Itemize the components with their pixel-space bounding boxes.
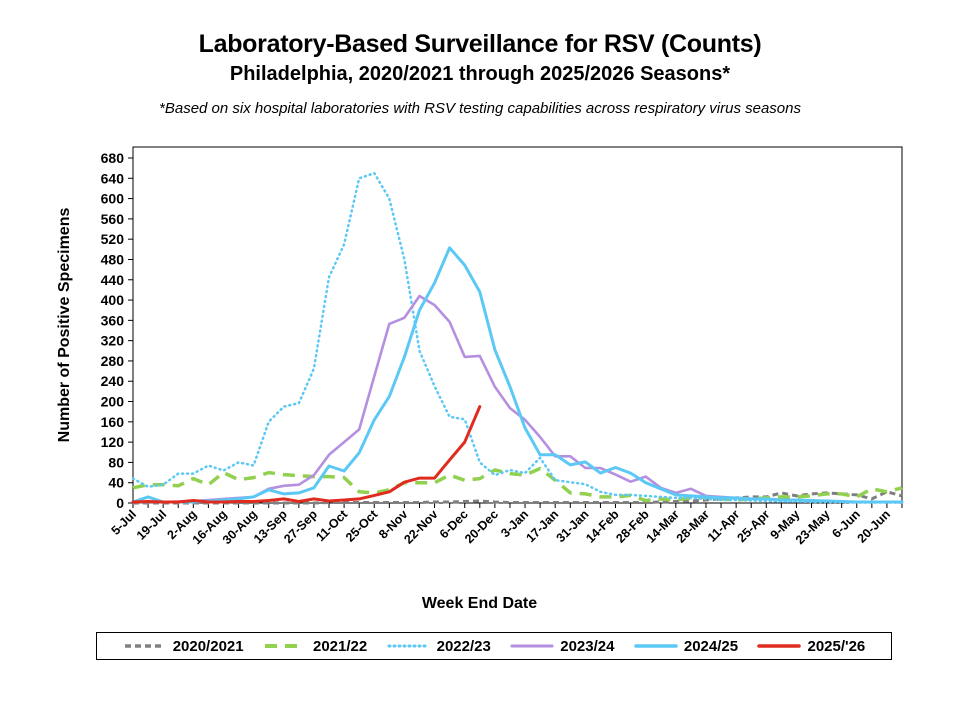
legend-swatch [634, 644, 678, 648]
series-line-2021-22 [132, 466, 903, 503]
y-tick-label: 120 [101, 434, 125, 450]
legend-item: 2024/25 [634, 638, 738, 655]
y-tick-label: 560 [101, 211, 125, 227]
x-tick-label: 28-Feb [613, 507, 652, 546]
legend-item: 2023/24 [510, 638, 614, 655]
legend-label: 2020/2021 [172, 637, 244, 655]
legend-label: 2021/22 [312, 637, 368, 655]
y-tick-label: 40 [108, 475, 124, 491]
legend-swatch [757, 644, 802, 648]
plot-area [132, 146, 903, 504]
y-tick-label: 200 [101, 394, 125, 410]
y-tick-label: 680 [101, 150, 125, 166]
legend-item: 2025/'26 [757, 638, 865, 655]
legend: 2020/2021 2021/22 2022/23 2023/24 2024/25 202… [96, 632, 892, 660]
legend-item: 2020/2021 [123, 638, 244, 655]
series-line-2025-26 [131, 405, 482, 504]
x-tick-label: 22-Nov [401, 507, 440, 546]
x-axis: 5-Jul19-Jul2-Aug16-Aug30-Aug13-Sep27-Sep… [109, 503, 903, 547]
series-lines [131, 171, 904, 505]
y-tick-label: 440 [101, 272, 125, 288]
y-tick-label: 360 [101, 312, 125, 328]
y-tick-label: 600 [101, 191, 125, 207]
legend-swatch [264, 644, 305, 648]
y-tick-label: 520 [101, 231, 125, 247]
chart-title: Laboratory-Based Surveillance for RSV (C… [198, 30, 762, 58]
x-tick-label: 11-Apr [705, 507, 743, 545]
x-tick-label: 14-Mar [644, 507, 682, 545]
x-tick-label: 25-Apr [735, 507, 773, 545]
y-tick-label: 400 [101, 292, 125, 308]
x-axis-label: Week End Date [422, 595, 537, 612]
y-tick-label: 280 [101, 353, 125, 369]
legend-label: 2025/'26 [807, 637, 866, 655]
y-tick-label: 640 [101, 170, 125, 186]
y-axis-label: Number of Positive Specimens [56, 208, 73, 443]
x-tick-label: 20-Jun [855, 507, 893, 545]
series-line-2020-2021 [133, 490, 903, 505]
legend-swatch [510, 644, 554, 648]
x-tick-label: 17-Jan [523, 507, 561, 545]
x-tick-label: 25-Oct [343, 507, 381, 545]
y-tick-label: 480 [101, 251, 125, 267]
legend-item: 2022/23 [387, 638, 491, 655]
series-line-2022-23 [131, 171, 904, 504]
x-tick-label: 14-Feb [583, 507, 622, 546]
legend-swatch [124, 644, 165, 648]
chart-subtitle: Philadelphia, 2020/2021 through 2025/202… [229, 63, 731, 85]
y-tick-label: 80 [108, 454, 124, 470]
y-tick-label: 0 [116, 495, 124, 511]
x-tick-label: 30-Aug [220, 507, 260, 547]
legend-label: 2023/24 [560, 637, 615, 655]
y-tick-label: 160 [101, 414, 125, 430]
x-tick-label: 19-Jul [134, 507, 169, 542]
legend-item: 2021/22 [263, 638, 367, 655]
x-tick-label: 27-Sep [281, 507, 320, 546]
legend-swatch [387, 644, 431, 648]
chart-footnote: *Based on six hospital laboratories with… [159, 100, 801, 117]
x-tick-label: 23-May [793, 507, 833, 547]
y-tick-label: 240 [101, 373, 125, 389]
y-axis: 0 40 80 120 160 200 240 280 320 360 400 440 480 520 56… [101, 150, 133, 511]
x-tick-label: 11-Oct [313, 507, 351, 545]
x-tick-label: 28-Mar [674, 507, 712, 545]
legend-label: 2022/23 [436, 637, 491, 655]
x-tick-label: 20-Dec [462, 507, 501, 546]
y-tick-label: 320 [101, 333, 125, 349]
legend-label: 2024/25 [683, 637, 739, 655]
series-line-2024-25 [131, 246, 904, 504]
